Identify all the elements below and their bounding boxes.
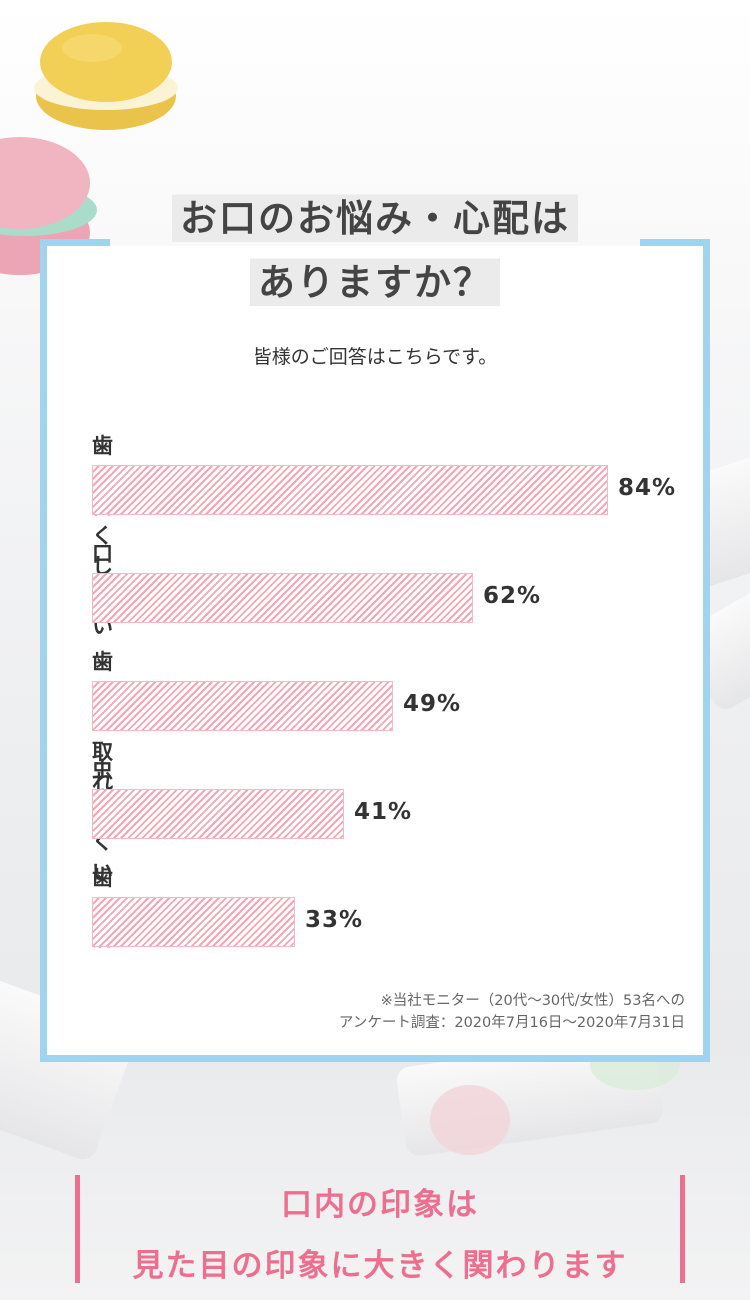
value-label: 49% [403,691,462,717]
pink-macaron-decoration [430,1085,510,1155]
bar [92,465,608,515]
frame-top-right [640,239,710,246]
survey-note: ※当社モニター（20代〜30代/女性）53名への アンケート調査：2020年7月… [339,990,685,1034]
pink-macaron-icon [0,137,97,275]
page-title-2: ありますか？ [0,252,750,306]
bar [92,789,344,839]
bar [92,573,473,623]
page-title: お口のお悩み・心配は [0,188,750,242]
title-line-1: お口のお悩み・心配は [172,188,578,242]
yellow-macaron-icon [34,22,178,130]
footer-message: 口内の印象は 見た目の印象に大きく関わります [75,1175,685,1284]
value-label: 33% [305,907,364,933]
note-line-1: ※当社モニター（20代〜30代/女性）53名への [380,993,685,1009]
bar [92,897,295,947]
value-label: 84% [618,475,677,501]
frame-top-left [40,239,110,246]
title-line-2: ありますか？ [250,252,500,306]
value-label: 41% [354,799,413,825]
subtitle: 皆様のご回答はこちらです。 [252,346,498,368]
footer-line-2: 見た目の印象に大きく関わります [132,1248,628,1284]
note-line-2: アンケート調査：2020年7月16日〜2020年7月31日 [338,1015,685,1031]
value-label: 62% [483,583,542,609]
bar [92,681,393,731]
footer-line-1: 口内の印象は [281,1187,479,1223]
